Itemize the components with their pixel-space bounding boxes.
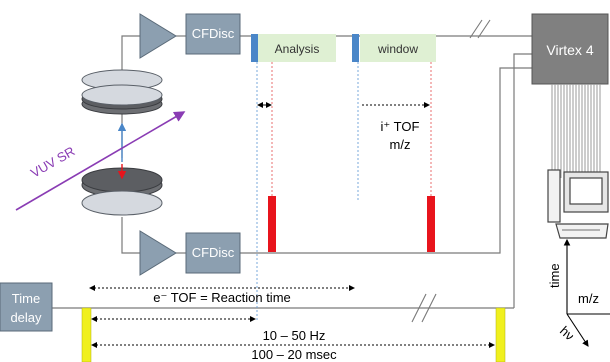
- time-delay-label-line2: delay: [10, 310, 42, 325]
- trigger-pulse-1: [81, 307, 92, 362]
- axis-hv-label: hν: [557, 323, 577, 343]
- ion-tof-label: i⁺ TOF: [381, 119, 420, 134]
- guide-lines: [256, 62, 432, 320]
- virtex-4: Virtex 4: [531, 13, 609, 85]
- axis-time-label: time: [547, 263, 562, 288]
- bottom-cfdisc: CFDisc: [185, 232, 241, 274]
- electron-tof-label: e⁻ TOF = Reaction time: [153, 290, 291, 305]
- stop-pulse-2: [427, 196, 435, 252]
- computer-icon: [547, 169, 609, 239]
- top-detector-plates: [81, 69, 163, 115]
- top-cfdisc: CFDisc: [185, 13, 241, 55]
- bottom-cfdisc-label: CFDisc: [192, 245, 235, 260]
- analysis-window-box-2: window: [360, 34, 436, 62]
- analysis-label: Analysis: [275, 42, 320, 56]
- ribbon-cable: [551, 84, 601, 178]
- trigger-pulse-2: [495, 307, 506, 362]
- top-amplifier: [139, 13, 177, 59]
- axis-mz-label: m/z: [578, 291, 599, 306]
- analysis-window-box-1: Analysis: [258, 34, 336, 62]
- start-pulse-2: [352, 34, 359, 62]
- start-pulse-1: [251, 34, 258, 62]
- vuv-label: VUV SR: [28, 143, 77, 180]
- time-delay-box: Time delay: [0, 282, 53, 332]
- period-label: 100 – 20 msec: [251, 347, 337, 362]
- time-delay-label-line1: Time: [12, 291, 40, 306]
- ion-mz-label: m/z: [390, 137, 411, 152]
- window-label: window: [377, 42, 418, 56]
- vuv-beam: [15, 111, 186, 211]
- frequency-label: 10 – 50 Hz: [263, 328, 326, 343]
- bottom-amplifier: [139, 230, 177, 276]
- data-axes: [563, 238, 610, 347]
- stop-pulse-1: [268, 196, 276, 252]
- bottom-detector-plates: [81, 167, 163, 216]
- top-cfdisc-label: CFDisc: [192, 26, 235, 41]
- line-break-marks: [411, 19, 491, 323]
- virtex-label: Virtex 4: [546, 42, 593, 58]
